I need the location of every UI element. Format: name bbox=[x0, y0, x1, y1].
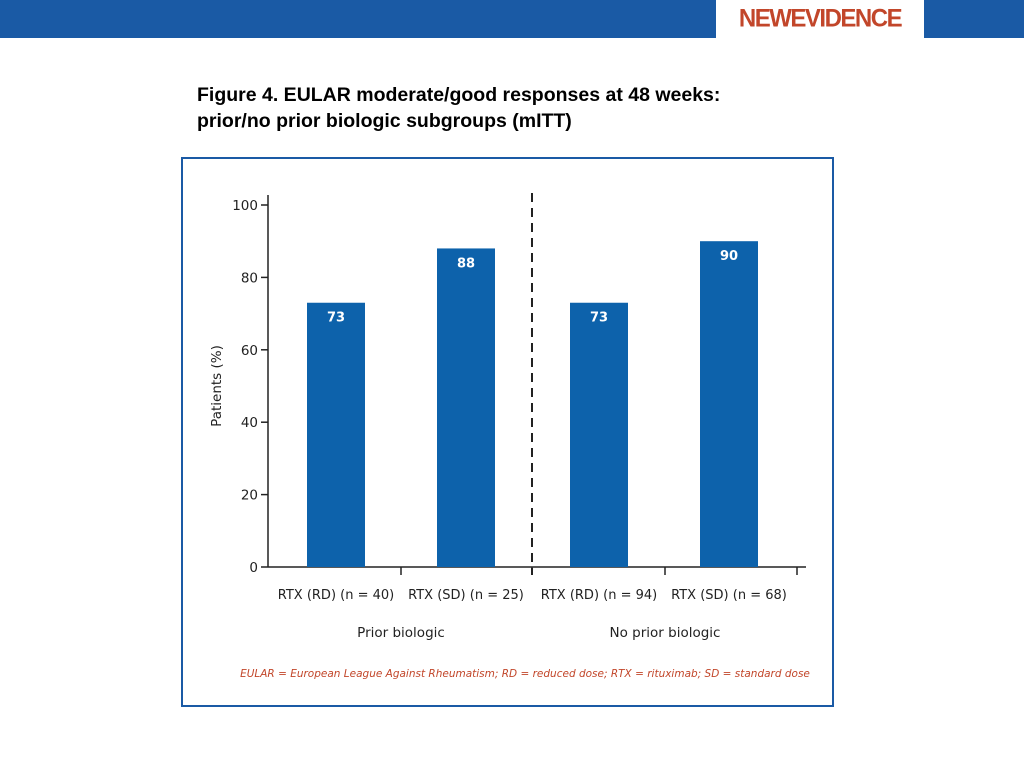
bar bbox=[307, 302, 365, 567]
chart-footnote: EULAR = European League Against Rheumati… bbox=[240, 668, 810, 680]
bar bbox=[700, 241, 758, 567]
bar-data-label: 88 bbox=[457, 256, 475, 271]
header-bar: NEWEVIDENCE bbox=[0, 0, 1024, 38]
y-tick-label: 100 bbox=[232, 198, 258, 214]
chart-frame: 0 20 40 60 80 100 Patients (%) 73 RTX (RD) (n = … bbox=[181, 157, 834, 707]
y-tick-label: 40 bbox=[241, 415, 258, 431]
figure-title-line-1: Figure 4. EULAR moderate/good responses … bbox=[197, 84, 721, 106]
group-label: No prior biologic bbox=[610, 625, 721, 641]
group-label: Prior biologic bbox=[357, 625, 445, 641]
x-category-label: RTX (RD) (n = 94) bbox=[541, 588, 657, 603]
bar-data-label: 90 bbox=[720, 249, 738, 264]
x-category-label: RTX (RD) (n = 40) bbox=[278, 588, 394, 603]
figure-title-line-2: prior/no prior biologic subgroups (mITT) bbox=[197, 110, 572, 132]
brand-logo-text: NEWEVIDENCE bbox=[738, 4, 903, 33]
y-tick-label: 80 bbox=[241, 270, 258, 286]
x-category-label: RTX (SD) (n = 25) bbox=[408, 588, 524, 603]
bar-data-label: 73 bbox=[327, 311, 345, 326]
brand-logo[interactable]: NEWEVIDENCE bbox=[716, 0, 924, 38]
bar bbox=[570, 302, 628, 567]
x-category-label: RTX (SD) (n = 68) bbox=[671, 588, 787, 603]
bar-data-label: 73 bbox=[590, 311, 608, 326]
y-axis-title: Patients (%) bbox=[209, 345, 225, 427]
y-tick-label: 20 bbox=[241, 488, 258, 504]
y-tick-label: 60 bbox=[241, 343, 258, 359]
figure-title: Figure 4. EULAR moderate/good responses … bbox=[197, 82, 837, 134]
y-tick-label: 0 bbox=[249, 560, 258, 576]
bar-chart: 0 20 40 60 80 100 Patients (%) 73 RTX (RD) (n = … bbox=[209, 193, 810, 680]
bar bbox=[437, 248, 495, 567]
